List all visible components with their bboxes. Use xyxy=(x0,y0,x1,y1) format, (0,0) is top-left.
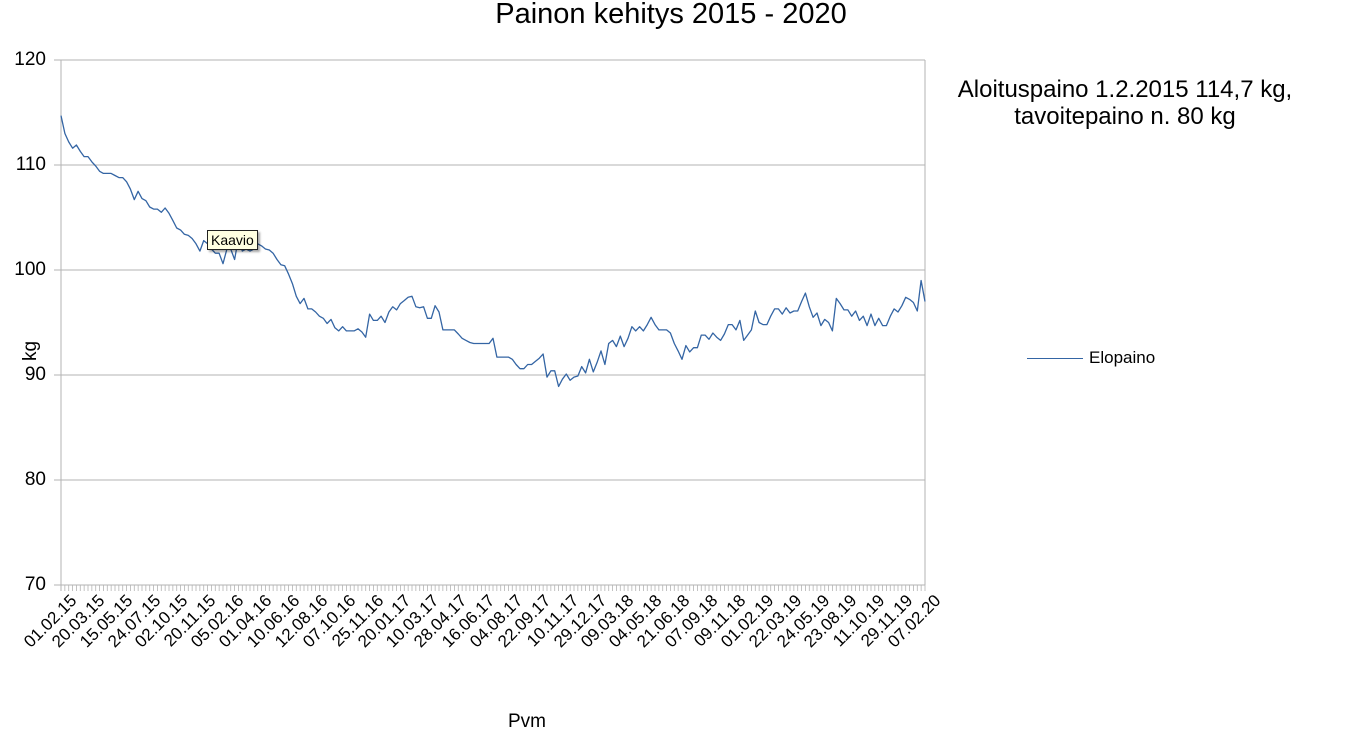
y-tick-label: 110 xyxy=(15,154,46,175)
chart-annotation: Aloituspaino 1.2.2015 114,7 kg, tavoitep… xyxy=(925,76,1325,130)
y-tick-label: 90 xyxy=(24,364,46,385)
series-line-elopaino[interactable] xyxy=(60,115,926,388)
y-tick-label: 120 xyxy=(14,49,46,70)
legend-line-swatch xyxy=(1027,357,1083,359)
gridlines xyxy=(54,59,926,591)
annotation-line-1: Aloituspaino 1.2.2015 114,7 kg, xyxy=(957,76,1293,103)
x-axis-label: Pvm xyxy=(508,711,546,732)
chart-tooltip: Kaavio xyxy=(207,230,258,250)
y-axis-label: kg xyxy=(20,340,41,362)
legend-label-elopaino: Elopaino xyxy=(1089,348,1156,367)
legend: Elopaino xyxy=(1027,347,1155,369)
x-axis-tick-marks xyxy=(60,585,926,591)
y-tick-label: 100 xyxy=(14,259,46,280)
chart-title: Painon kehitys 2015 - 2020 xyxy=(495,0,847,30)
y-tick-label: 80 xyxy=(24,469,46,490)
annotation-line-2: tavoitepaino n. 80 kg xyxy=(1014,103,1236,130)
y-tick-label: 70 xyxy=(24,574,46,595)
